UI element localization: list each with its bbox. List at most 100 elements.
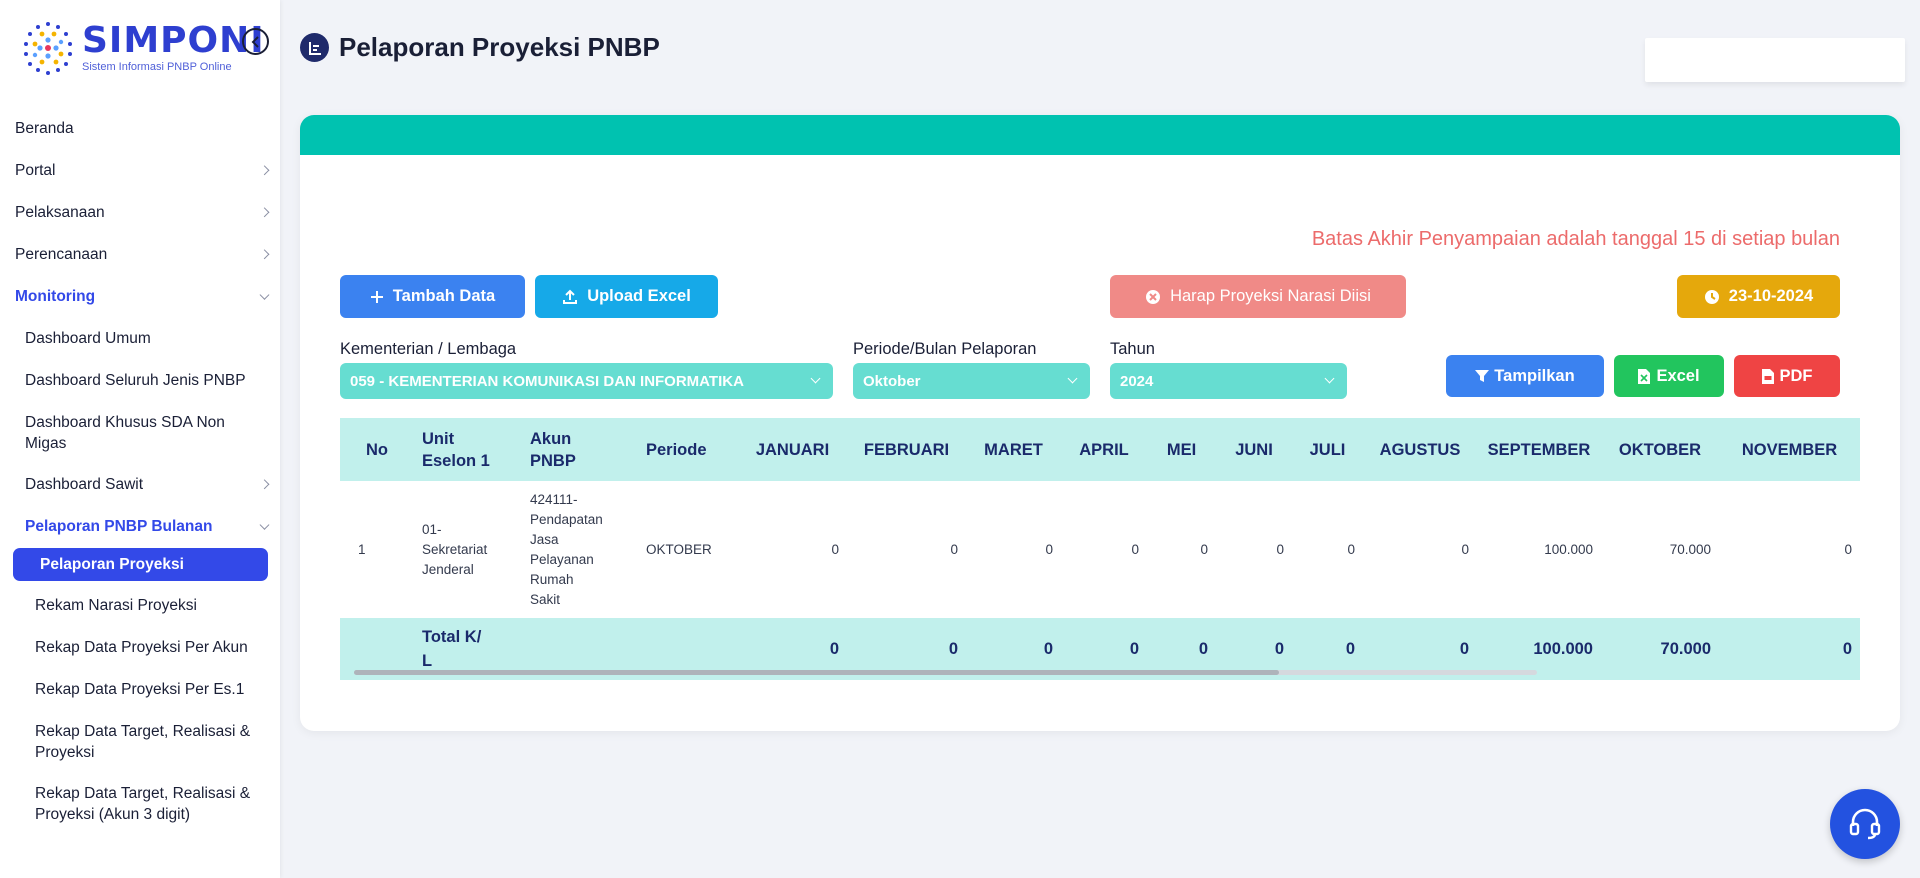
sidebar-item-label: Monitoring — [15, 288, 96, 305]
file-pdf-icon — [1761, 368, 1774, 384]
total-september: 100.000 — [1533, 640, 1593, 658]
tahun-select[interactable]: 2024 — [1110, 363, 1347, 399]
col-juni: JUNI — [1235, 440, 1273, 459]
proyeksi-card: Batas Akhir Penyampaian adalah tanggal 1… — [300, 115, 1900, 731]
card-header-bar — [300, 115, 1900, 155]
button-label: Upload Excel — [587, 287, 691, 305]
sidebar-item-label: Rekap Data Target, Realisasi & Proyeksi … — [35, 785, 251, 823]
tampilkan-button[interactable]: Tampilkan — [1446, 355, 1604, 397]
headset-icon — [1849, 808, 1881, 840]
total-maret: 0 — [1043, 640, 1053, 658]
chevron-right-icon — [259, 165, 270, 176]
sidebar-item-pelaporan-bulanan[interactable]: Pelaporan PNBP Bulanan — [0, 506, 280, 548]
proyeksi-table-container: No Unit Eselon 1 Akun PNBP Periode JANUARI… — [340, 418, 1860, 681]
brand-tagline: Sistem Informasi PNBP Online — [82, 61, 232, 73]
kl-select[interactable]: 059 - KEMENTERIAN KOMUNIKASI DAN INFORMA… — [340, 363, 833, 399]
sidebar-item-label: Rekap Data Proyeksi Per Es.1 — [35, 681, 245, 698]
collapse-sidebar-button[interactable] — [242, 28, 269, 55]
cell-maret: 0 — [1045, 541, 1053, 557]
periode-select[interactable]: Oktober — [853, 363, 1090, 399]
cell-unit: 01- Sekretariat Jenderal — [422, 521, 488, 577]
sidebar-item-label: Portal — [15, 162, 56, 179]
clock-icon — [1704, 289, 1719, 304]
col-unit: Unit Eselon 1 — [422, 429, 490, 470]
sidebar-item-dashboard-umum[interactable]: Dashboard Umum — [0, 318, 280, 360]
tambah-data-button[interactable]: Tambah Data — [340, 275, 525, 318]
upload-excel-button[interactable]: Upload Excel — [535, 275, 718, 318]
col-oktober: OKTOBER — [1618, 440, 1702, 459]
sidebar-item-dashboard-khusus[interactable]: Dashboard Khusus SDA Non Migas — [0, 402, 280, 464]
sidebar-item-rekap-target-akun3[interactable]: Rekap Data Target, Realisasi & Proyeksi … — [0, 773, 280, 835]
scrollbar-thumb[interactable] — [354, 670, 1279, 675]
sidebar: SIMPONI Sistem Informasi PNBP Online Ber… — [0, 0, 280, 878]
sidebar-item-label: Beranda — [15, 120, 74, 137]
table-horizontal-scrollbar[interactable] — [354, 670, 1537, 675]
total-november: 0 — [1842, 640, 1852, 658]
sidebar-item-label: Rekap Data Target, Realisasi & Proyeksi — [35, 723, 251, 761]
table-row[interactable]: 1 01- Sekretariat Jenderal 424111- Pendapat… — [340, 481, 1860, 618]
sidebar-item-perencanaan[interactable]: Perencanaan — [0, 234, 280, 276]
sidebar-item-dashboard-sawit[interactable]: Dashboard Sawit — [0, 464, 280, 506]
button-label: Excel — [1656, 366, 1700, 385]
col-januari: JANUARI — [755, 440, 830, 459]
sidebar-item-label: Pelaksanaan — [15, 204, 105, 221]
chevron-down-icon — [1067, 373, 1078, 384]
chevron-right-icon — [259, 249, 270, 260]
sidebar-item-rekam-narasi[interactable]: Rekam Narasi Proyeksi — [0, 585, 280, 627]
col-april: APRIL — [1079, 440, 1129, 459]
col-september: SEPTEMBER — [1487, 440, 1591, 459]
chevron-right-icon — [259, 479, 270, 490]
sidebar-item-rekap-per-akun[interactable]: Rekap Data Proyeksi Per Akun — [0, 627, 280, 669]
export-pdf-button[interactable]: PDF — [1734, 355, 1840, 397]
sidebar-item-pelaksanaan[interactable]: Pelaksanaan — [0, 192, 280, 234]
button-label: PDF — [1779, 366, 1813, 385]
button-label: Tambah Data — [392, 287, 496, 305]
header-user-card[interactable] — [1645, 38, 1905, 82]
chevron-down-icon — [259, 289, 270, 300]
deadline-note: Batas Akhir Penyampaian adalah tanggal 1… — [1311, 228, 1840, 250]
page-header: Pelaporan Proyeksi PNBP — [300, 32, 660, 63]
periode-select-value: Oktober — [863, 372, 921, 390]
sidebar-item-beranda[interactable]: Beranda — [0, 108, 280, 150]
sidebar-item-portal[interactable]: Portal — [0, 150, 280, 192]
date-button[interactable]: 23-10-2024 — [1677, 275, 1840, 318]
sidebar-item-label: Dashboard Umum — [25, 330, 151, 347]
cell-januari: 0 — [831, 541, 839, 557]
table-total-row: Total K/L 0 0 0 0 0 0 0 0 100.000 70.000… — [340, 618, 1860, 680]
logo-dots-icon — [18, 18, 78, 78]
chevron-right-icon — [259, 207, 270, 218]
button-label: Tampilkan — [1494, 366, 1575, 385]
tahun-select-value: 2024 — [1120, 372, 1154, 390]
simponi-logo[interactable]: SIMPONI Sistem Informasi PNBP Online — [18, 18, 265, 78]
sidebar-item-rekap-per-es1[interactable]: Rekap Data Proyeksi Per Es.1 — [0, 669, 280, 711]
cell-november: 0 — [1844, 541, 1852, 557]
chevron-down-icon — [810, 373, 821, 384]
col-no: No — [366, 440, 388, 459]
cell-mei: 0 — [1200, 541, 1208, 557]
close-circle-icon — [1146, 289, 1161, 304]
cell-juli: 0 — [1347, 541, 1355, 557]
sidebar-item-rekap-target[interactable]: Rekap Data Target, Realisasi & Proyeksi — [0, 711, 280, 773]
cell-juni: 0 — [1276, 541, 1284, 557]
help-chat-button[interactable] — [1830, 789, 1900, 859]
col-periode: Periode — [646, 440, 707, 459]
sidebar-item-monitoring[interactable]: Monitoring — [0, 276, 280, 318]
col-maret: MARET — [984, 440, 1043, 459]
export-excel-button[interactable]: Excel — [1614, 355, 1724, 397]
narasi-warning-button[interactable]: Harap Proyeksi Narasi Diisi — [1110, 275, 1406, 318]
col-akun: Akun PNBP — [530, 429, 576, 470]
cell-oktober: 70.000 — [1669, 541, 1711, 557]
col-november: NOVEMBER — [1741, 440, 1838, 459]
total-januari: 0 — [829, 640, 839, 658]
sidebar-item-pelaporan-proyeksi[interactable]: Pelaporan Proyeksi — [13, 548, 268, 581]
col-juli: JULI — [1309, 440, 1346, 459]
kl-select-value: 059 - KEMENTERIAN KOMUNIKASI DAN INFORMA… — [350, 372, 744, 390]
cell-april: 0 — [1131, 541, 1139, 557]
total-februari: 0 — [948, 640, 958, 658]
periode-label: Periode/Bulan Pelaporan — [853, 340, 1037, 358]
button-label: 23-10-2024 — [1728, 287, 1814, 305]
sidebar-item-dashboard-seluruh[interactable]: Dashboard Seluruh Jenis PNBP — [0, 360, 280, 402]
cell-september: 100.000 — [1544, 541, 1593, 557]
chevron-left-icon — [251, 35, 259, 48]
sidebar-item-label: Perencanaan — [15, 246, 108, 263]
